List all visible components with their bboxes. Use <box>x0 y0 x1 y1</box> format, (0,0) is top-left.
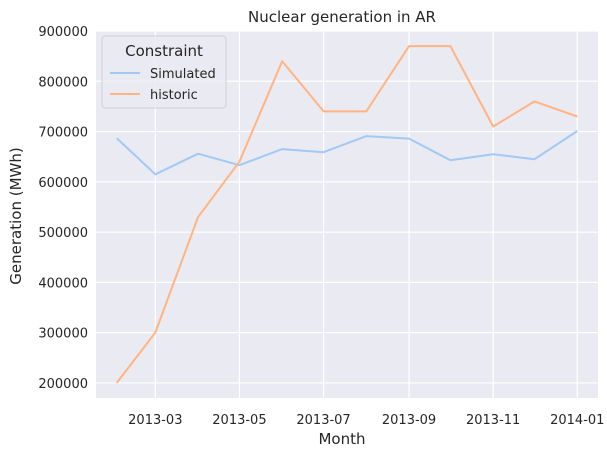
y-tick-label: 800000 <box>38 75 88 90</box>
y-tick-label: 600000 <box>38 176 88 191</box>
x-tick-label: 2013-03 <box>128 413 182 428</box>
y-tick-label: 700000 <box>38 126 88 141</box>
legend-title: Constraint <box>125 42 203 60</box>
x-axis-ticks: 2013-03 2013-05 2013-07 2013-09 2013-11 2014-… <box>128 413 604 428</box>
chart-title: Nuclear generation in AR <box>248 8 436 26</box>
x-tick-label: 2014-01 <box>550 413 604 428</box>
x-tick-label: 2013-11 <box>466 413 520 428</box>
y-axis-title: Generation (MWh) <box>7 147 25 284</box>
x-tick-label: 2013-07 <box>296 413 350 428</box>
legend-label-historic: historic <box>150 88 198 103</box>
y-tick-label: 400000 <box>38 276 88 291</box>
x-axis-title: Month <box>318 430 365 448</box>
y-tick-label: 300000 <box>38 327 88 342</box>
series-line-simulated <box>116 130 578 176</box>
x-tick-label: 2013-05 <box>212 413 266 428</box>
series-lines <box>115 45 578 384</box>
legend: Constraint Simulated historic <box>101 35 227 109</box>
legend-box <box>101 35 227 109</box>
y-tick-label: 200000 <box>38 377 88 392</box>
y-tick-label: 900000 <box>38 25 88 40</box>
x-tick-label: 2013-09 <box>382 413 436 428</box>
y-tick-label: 500000 <box>38 226 88 241</box>
legend-label-simulated: Simulated <box>150 67 216 82</box>
series-line-historic <box>115 45 578 384</box>
y-axis-ticks: 200000 300000 400000 500000 600000 700000 8000… <box>38 25 88 392</box>
